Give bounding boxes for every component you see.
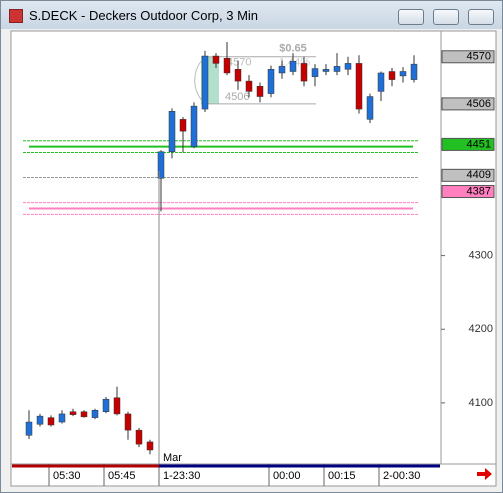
candle-body xyxy=(289,60,297,72)
app-icon xyxy=(9,9,23,23)
candle-body xyxy=(25,421,33,436)
y-tick-label: 4200 xyxy=(469,323,493,335)
candle-body xyxy=(190,105,198,147)
candle-body xyxy=(278,66,286,74)
scroll-arrow[interactable] xyxy=(477,468,492,480)
x-tick-label: 00:00 xyxy=(273,470,301,482)
price-marker-label: 4570 xyxy=(467,51,491,63)
close-button[interactable] xyxy=(468,9,494,25)
price-marker xyxy=(441,97,495,111)
price-marker xyxy=(441,168,495,182)
price-marker-label: 4506 xyxy=(467,98,491,110)
candle-body xyxy=(311,68,319,77)
minimize-button[interactable] xyxy=(398,9,424,25)
candle-body xyxy=(355,63,363,110)
measure-change: $0.65 xyxy=(279,43,307,55)
candle-body xyxy=(410,63,418,80)
y-tick-label: 4100 xyxy=(469,397,493,409)
candle-body xyxy=(146,441,154,451)
x-tick-label: 00:15 xyxy=(328,470,356,482)
x-tick-label: 05:45 xyxy=(108,470,136,482)
candle-body xyxy=(366,96,374,120)
candle-body xyxy=(267,69,275,94)
x-tick-label: 05:30 xyxy=(53,470,81,482)
candle-body xyxy=(300,63,308,82)
title-bar: S.DECK - Deckers Outdoor Corp, 3 Min xyxy=(1,1,502,29)
time-axis xyxy=(10,463,497,487)
price-marker-label: 4387 xyxy=(467,185,491,197)
candle-body xyxy=(234,69,242,82)
candle-body xyxy=(80,411,88,418)
price-marker xyxy=(441,185,495,199)
price-marker xyxy=(441,137,495,151)
candle-body xyxy=(91,409,99,418)
candle-body xyxy=(388,71,396,80)
candle-body xyxy=(201,55,209,110)
candle-body xyxy=(58,413,66,423)
candle-body xyxy=(36,415,44,425)
price-marker-label: 4409 xyxy=(467,169,491,181)
candle-body xyxy=(113,397,121,415)
candle-body xyxy=(69,411,77,415)
candle-body xyxy=(47,417,55,426)
candle-body xyxy=(333,66,341,72)
candle-body xyxy=(399,71,407,77)
candle-body xyxy=(344,63,352,70)
measure-to: 4570 xyxy=(227,57,251,69)
candle-body xyxy=(179,119,187,132)
candle-body xyxy=(377,72,385,92)
window-title: S.DECK - Deckers Outdoor Corp, 3 Min xyxy=(29,8,259,23)
candle-body xyxy=(245,80,253,92)
period-label: Mar xyxy=(163,452,182,464)
x-tick-label: 2-00:30 xyxy=(383,470,420,482)
candle-body xyxy=(322,69,330,72)
candle-body xyxy=(168,111,176,153)
measure-from: 4506 xyxy=(225,91,249,103)
candle-body xyxy=(135,429,143,445)
candle-body xyxy=(212,55,220,64)
candle-body xyxy=(256,85,264,97)
maximize-button[interactable] xyxy=(433,9,459,25)
candle-body xyxy=(157,151,165,179)
x-tick-label: 1-23:30 xyxy=(163,470,200,482)
measure-arc xyxy=(194,56,207,105)
y-tick-label: 4300 xyxy=(469,250,493,262)
price-marker xyxy=(441,50,495,64)
candle-body xyxy=(124,413,132,431)
candle-body xyxy=(102,398,110,412)
price-marker-label: 4451 xyxy=(467,138,491,150)
candle-body xyxy=(223,57,231,74)
